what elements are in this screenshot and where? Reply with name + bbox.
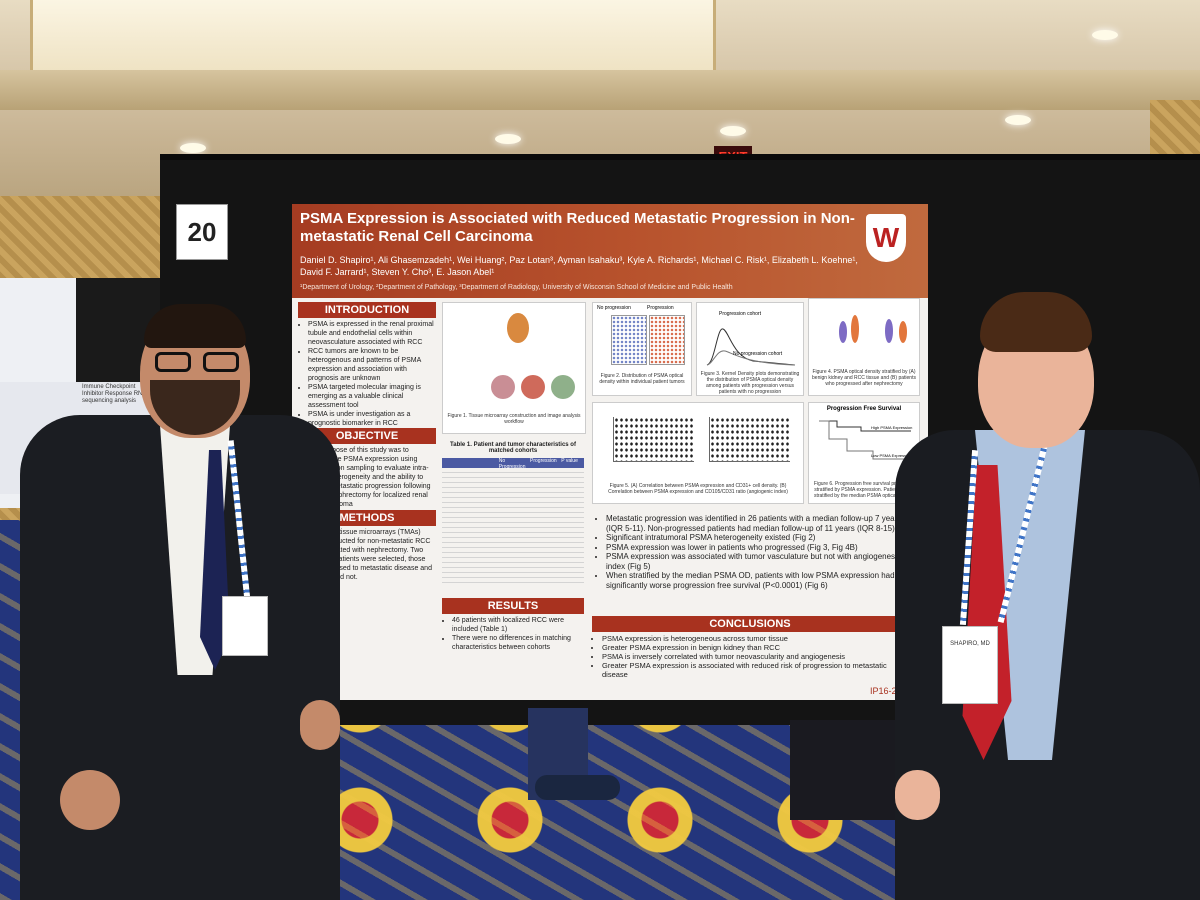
- figure-4-caption: Figure 4. PSMA optical density stratifie…: [812, 369, 916, 387]
- figure-6-caption: Figure 6. Progression free survival prob…: [813, 481, 915, 499]
- table-rows: [442, 468, 584, 586]
- violin-plot: [839, 321, 847, 343]
- finding-item: Significant intratumoral PSMA heterogene…: [606, 533, 916, 543]
- left-person-hand: [300, 700, 340, 750]
- results-bullet: There were no differences in matching ch…: [452, 634, 584, 652]
- results-section: RESULTS 46 patients with localized RCC w…: [442, 598, 584, 652]
- poster-title: PSMA Expression is Associated with Reduc…: [300, 210, 855, 245]
- intro-bullet: PSMA is under investigation as a prognos…: [308, 410, 436, 428]
- key-findings: Metastatic progression was identified in…: [596, 514, 916, 590]
- violin-plot: [885, 319, 893, 343]
- glasses-icon: [155, 352, 243, 374]
- conclusion-bullet: Greater PSMA expression is associated wi…: [602, 661, 908, 679]
- conclusions-section: CONCLUSIONS PSMA expression is heterogen…: [592, 616, 908, 679]
- figure-2-caption: Figure 2. Distribution of PSMA optical d…: [599, 373, 685, 385]
- figure-2: No progression Progression Figure 2. Dis…: [592, 302, 692, 396]
- finding-item: Metastatic progression was identified in…: [606, 514, 916, 533]
- ceiling-light: [1092, 30, 1118, 40]
- conclusion-bullet: Greater PSMA expression in benign kidney…: [602, 643, 908, 652]
- background-person-legs: [790, 720, 900, 820]
- poster-authors: Daniel D. Shapiro¹, Ali Ghasemzadeh¹, We…: [300, 255, 858, 277]
- introduction-section: INTRODUCTION PSMA is expressed in the re…: [298, 302, 436, 428]
- fig6-km-curve: [819, 420, 911, 460]
- violin-plot: [851, 315, 859, 343]
- finding-item: PSMA expression was lower in patients wh…: [606, 543, 916, 553]
- figure-3: Progression cohort No progression cohort…: [696, 302, 804, 396]
- ceiling-light: [180, 143, 206, 153]
- finding-item: When stratified by the median PSMA OD, p…: [606, 571, 916, 590]
- tma-core-icon: [521, 375, 545, 399]
- intro-bullet: PSMA targeted molecular imaging is emerg…: [308, 383, 436, 410]
- figure-1-caption: Figure 1. Tissue microarray construction…: [447, 413, 581, 425]
- fig6-label-low: Low PSMA Expression: [871, 453, 912, 458]
- background-person-shoe: [535, 775, 620, 800]
- right-person-badge: SHAPIRO, MD: [942, 626, 998, 704]
- objective-section: OBJECTIVE The purpose of this study was …: [298, 428, 436, 509]
- violin-plot: [899, 321, 907, 343]
- table-header-row: No Progression Progression P value: [442, 458, 584, 470]
- poster-header: [292, 204, 928, 298]
- university-crest-icon: W: [866, 214, 906, 262]
- intro-bullet: RCC tumors are known to be heterogenous …: [308, 347, 436, 383]
- right-person-hand: [895, 770, 940, 820]
- table-1: Table 1. Patient and tumor characteristi…: [442, 442, 584, 590]
- ceiling-beam: [0, 70, 1200, 110]
- fig3-density-plot: [706, 328, 796, 366]
- fig2-label-noprog: No progression: [597, 305, 631, 311]
- introduction-heading: INTRODUCTION: [298, 302, 436, 318]
- ceiling-light: [1005, 115, 1031, 125]
- fig5-scatter-b: [709, 417, 790, 462]
- right-person-hair: [980, 292, 1092, 352]
- kidney-icon: [507, 313, 529, 343]
- tma-core-icon: [551, 375, 575, 399]
- left-person-hand: [60, 770, 120, 830]
- finding-item: PSMA expression was associated with tumo…: [606, 552, 916, 571]
- results-bullet: 46 patients with localized RCC were incl…: [452, 616, 584, 634]
- ceiling-light: [495, 134, 521, 144]
- left-person-badge: [222, 596, 268, 656]
- fig2-scatter-prog: [649, 315, 685, 365]
- fig6-title: Progression Free Survival: [826, 406, 902, 412]
- conclusions-heading: CONCLUSIONS: [592, 616, 908, 632]
- fig5-scatter-a: [613, 417, 694, 462]
- fig3-label-noprog: No progression cohort: [733, 351, 783, 357]
- conclusion-bullet: PSMA is inversely correlated with tumor …: [602, 652, 908, 661]
- right-badge-name: SHAPIRO, MD: [950, 641, 990, 647]
- fig3-label-prog: Progression cohort: [719, 311, 761, 317]
- tma-core-icon: [491, 375, 515, 399]
- left-person-hair: [144, 304, 246, 348]
- objective-heading: OBJECTIVE: [298, 428, 436, 444]
- poster-number-card: 20: [176, 204, 228, 260]
- ceiling-light: [720, 126, 746, 136]
- conclusion-bullet: PSMA expression is heterogeneous across …: [602, 634, 908, 643]
- fig6-label-high: High PSMA Expression: [871, 425, 913, 430]
- research-poster: PSMA Expression is Associated with Reduc…: [292, 204, 928, 700]
- poster-code: IP16-2: [870, 686, 897, 696]
- figure-3-caption: Figure 3. Kernel Density plots demonstra…: [700, 371, 800, 395]
- figure-5-caption: Figure 5. (A) Correlation between PSMA e…: [608, 483, 788, 495]
- figure-4: Figure 4. PSMA optical density stratifie…: [808, 298, 920, 396]
- fig2-scatter-noprog: [611, 315, 647, 365]
- results-heading: RESULTS: [442, 598, 584, 614]
- fig2-label-prog: Progression: [647, 305, 674, 311]
- figure-1: Figure 1. Tissue microarray construction…: [442, 302, 586, 434]
- figure-5: Figure 5. (A) Correlation between PSMA e…: [592, 402, 804, 504]
- intro-bullet: PSMA is expressed in the renal proximal …: [308, 320, 436, 347]
- neighbor-poster-title: Immune Checkpoint Inhibitor Response RNA…: [82, 384, 147, 404]
- poster-affiliations: ¹Department of Urology, ²Department of P…: [300, 284, 733, 291]
- table-1-caption: Table 1. Patient and tumor characteristi…: [450, 442, 576, 454]
- ceiling-light-panel: [30, 0, 716, 73]
